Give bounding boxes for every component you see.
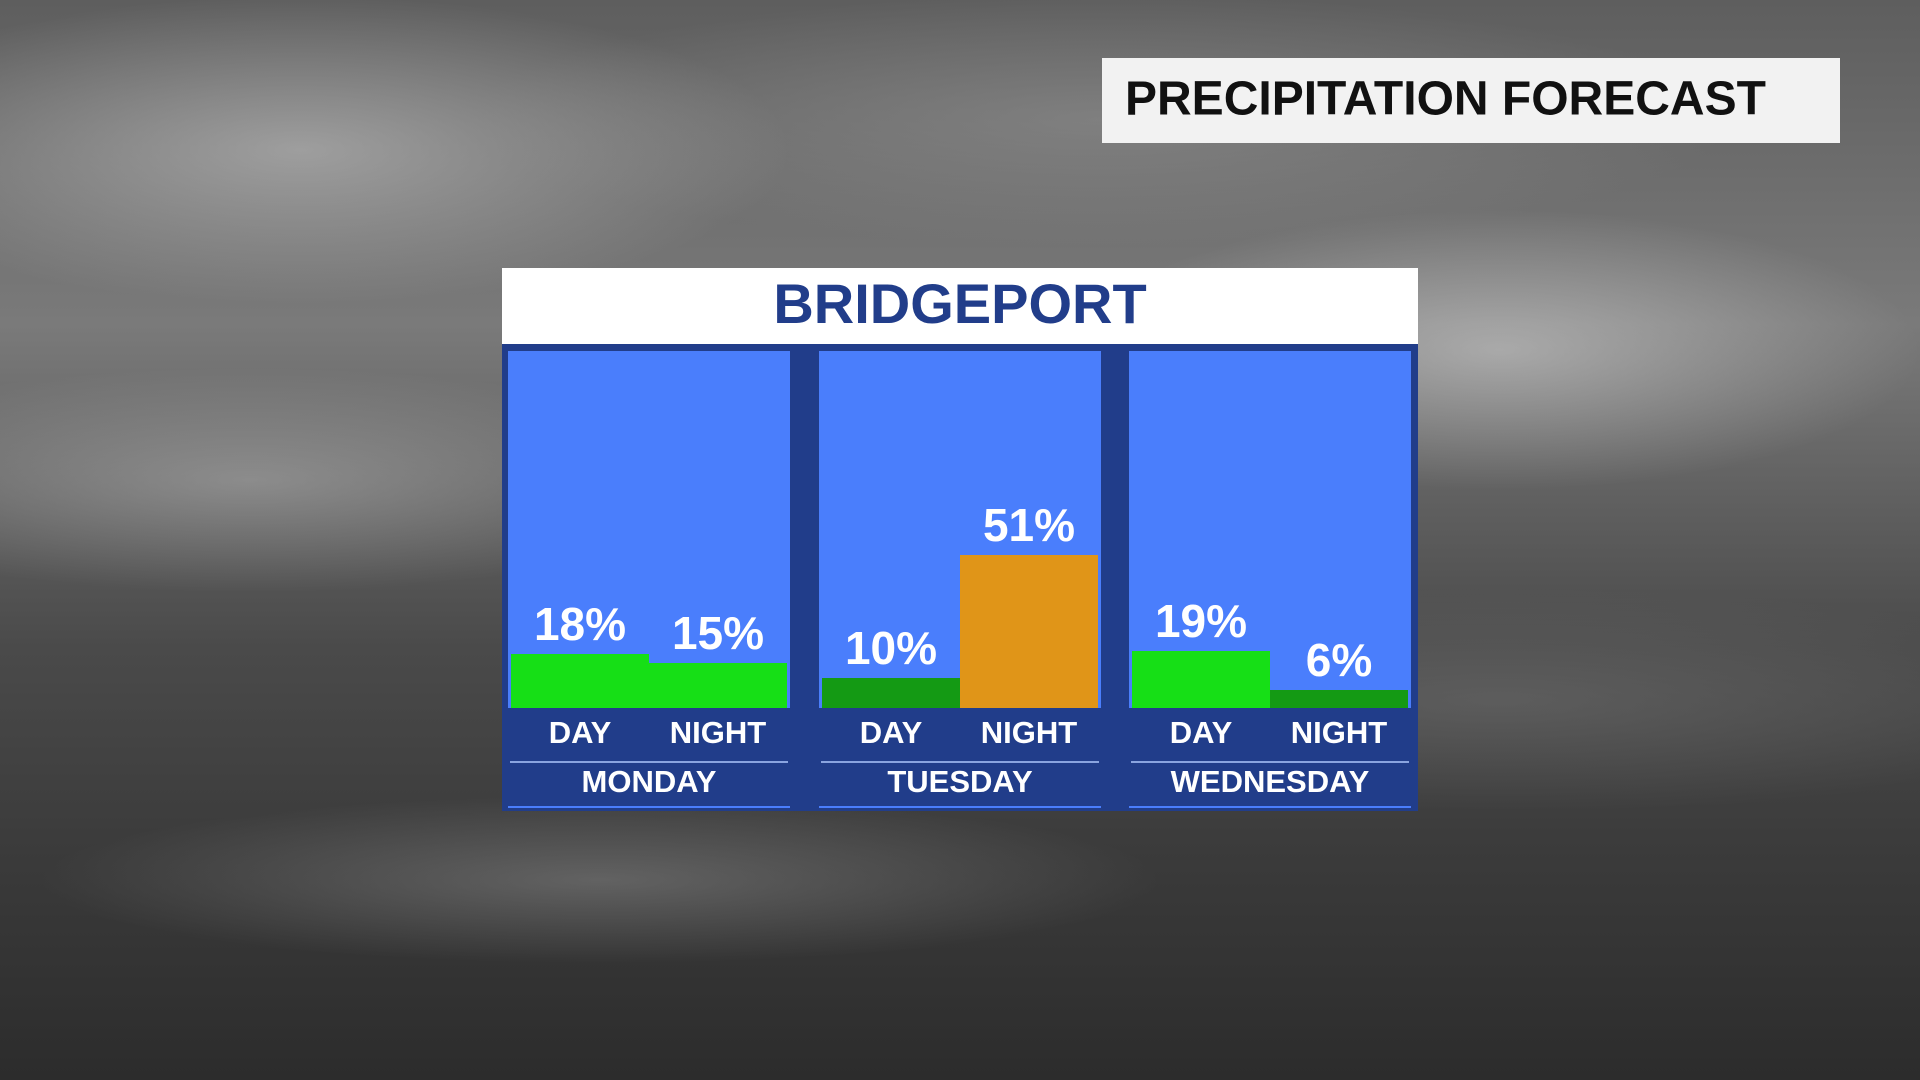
value-label: 15%	[672, 607, 764, 659]
value-label: 19%	[1155, 595, 1247, 647]
period-label: NIGHT	[670, 715, 767, 750]
x-tick-label: TUESDAY	[887, 764, 1033, 799]
bar	[960, 555, 1098, 708]
period-label: NIGHT	[1291, 715, 1388, 750]
header-box	[1102, 58, 1840, 143]
value-label: 6%	[1306, 634, 1372, 686]
x-tick-label: WEDNESDAY	[1171, 764, 1370, 799]
label-band	[819, 708, 1101, 806]
period-label: DAY	[1170, 715, 1233, 750]
bar	[1132, 651, 1270, 708]
value-label: 51%	[983, 499, 1075, 551]
period-label: DAY	[549, 715, 612, 750]
label-band	[508, 708, 790, 806]
bar	[649, 663, 787, 708]
title-box	[502, 268, 1418, 344]
bar	[1270, 690, 1408, 708]
value-label: 10%	[845, 622, 937, 674]
header-title: PRECIPITATION FORECAST	[1125, 73, 1766, 126]
label-band	[1129, 708, 1411, 806]
bar	[511, 654, 649, 708]
x-tick-label: MONDAY	[582, 764, 717, 799]
value-label: 18%	[534, 598, 626, 650]
bar	[822, 678, 960, 708]
period-label: NIGHT	[981, 715, 1078, 750]
chart-title: BRIDGEPORT	[773, 272, 1146, 335]
period-label: DAY	[860, 715, 923, 750]
